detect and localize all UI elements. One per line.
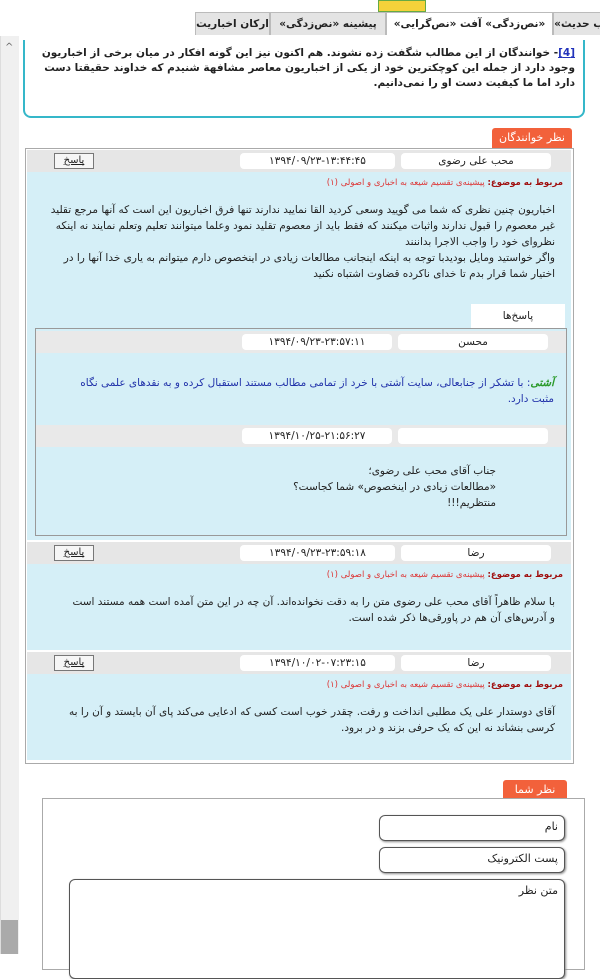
topic-link[interactable]: پیشینه‌ی تقسیم شیعه به اخباری و اصولی (۱… xyxy=(326,680,485,690)
footnote-box: [4]- خوانندگان از این مطالب شگفت زده نشو… xyxy=(23,40,585,118)
reply-line: منتظریم!!! xyxy=(447,497,496,509)
email-input[interactable]: پست الکترونیک xyxy=(379,847,565,873)
topic-label: مربوط به موضوع: xyxy=(487,178,563,188)
footnote-text: - خوانندگان از این مطالب شگفت زده نشوند.… xyxy=(41,47,575,89)
comment-name: رضا xyxy=(401,655,551,671)
comment-body: مربوط به موضوع: پیشینه‌ی تقسیم شیعه به ا… xyxy=(27,172,571,540)
topic-label: مربوط به موضوع: xyxy=(487,570,563,580)
reply-line: «مطالعات زیادی در اینخصوص» شما کجاست؟ xyxy=(293,481,496,493)
form-title: نظر شما xyxy=(503,780,567,800)
reply-button[interactable]: پاسخ xyxy=(54,545,94,561)
logo xyxy=(378,0,426,12)
scroll-thumb[interactable] xyxy=(1,920,18,954)
comment-header: رضا ۱۳۹۴/۱۰/۰۲-۰۷:۲۳:۱۵ پاسخ xyxy=(27,652,571,674)
name-input[interactable]: نام xyxy=(379,815,565,841)
author-tag: آشتی xyxy=(530,377,554,389)
paragraph: آقای دوستدار علی یک مطلبی انداخت و رفت. … xyxy=(68,706,555,734)
comment-body: مربوط به موضوع: پیشینه‌ی تقسیم شیعه به ا… xyxy=(27,674,571,760)
footnote-ref[interactable]: [4] xyxy=(558,47,575,59)
topic: مربوط به موضوع: پیشینه‌ی تقسیم شیعه به ا… xyxy=(27,570,563,580)
topic: مربوط به موضوع: پیشینه‌ی تقسیم شیعه به ا… xyxy=(27,680,563,690)
paragraph: اخباریون چنین نظری که شما می گویید وسعی … xyxy=(50,204,555,248)
scroll-arrow[interactable]: ^ xyxy=(5,42,14,53)
comment-date: ۱۳۹۴/۰۹/۲۳-۱۳:۴۴:۴۵ xyxy=(240,153,395,169)
comment-body: مربوط به موضوع: پیشینه‌ی تقسیم شیعه به ا… xyxy=(27,564,571,650)
tab[interactable]: ارکان اخباریت xyxy=(195,12,270,35)
comment-date: ۱۳۹۴/۰۹/۲۳-۲۳:۵۹:۱۸ xyxy=(240,545,395,561)
reply-date: ۱۳۹۴/۰۹/۲۳-۲۳:۵۷:۱۱ xyxy=(242,334,392,350)
message-input[interactable]: متن نظر xyxy=(69,879,565,979)
reply-button[interactable]: پاسخ xyxy=(54,655,94,671)
tab[interactable]: پیشینه «نص‌زدگی» xyxy=(270,12,386,35)
reply-text: آشتی: با تشکر از جنابعالی، سایت آشتی با … xyxy=(66,375,554,407)
paragraph: واگر خواستید ومایل بودیدبا توجه به اینکه… xyxy=(63,252,555,280)
reply-text: جناب آقای محب علی رضوی؛ «مطالعات زیادی د… xyxy=(293,463,496,511)
comment-text: با سلام ظاهراً آقای محب علی رضوی متن را … xyxy=(67,594,555,626)
reply-header: محسن ۱۳۹۴/۰۹/۲۳-۲۳:۵۷:۱۱ xyxy=(36,331,566,353)
reply-date: ۱۳۹۴/۱۰/۲۵-۲۱:۵۶:۲۷ xyxy=(242,428,392,444)
scrollbar[interactable]: ^ xyxy=(0,36,19,954)
replies-box: محسن ۱۳۹۴/۰۹/۲۳-۲۳:۵۷:۱۱ آشتی: با تشکر ا… xyxy=(35,328,567,536)
reply-message: : با تشکر از جنابعالی، سایت آشتی با خرد … xyxy=(80,377,554,405)
tab[interactable]: ب حدیث» xyxy=(553,12,600,35)
topic-link[interactable]: پیشینه‌ی تقسیم شیعه به اخباری و اصولی (۱… xyxy=(326,178,485,188)
topic-link[interactable]: پیشینه‌ی تقسیم شیعه به اخباری و اصولی (۱… xyxy=(326,570,485,580)
comment-header: محب علی رضوی ۱۳۹۴/۰۹/۲۳-۱۳:۴۴:۴۵ پاسخ xyxy=(27,150,571,172)
paragraph: با سلام ظاهراً آقای محب علی رضوی متن را … xyxy=(72,596,555,624)
reply-header: ۱۳۹۴/۱۰/۲۵-۲۱:۵۶:۲۷ xyxy=(36,425,566,447)
comment-name: رضا xyxy=(401,545,551,561)
comment-date: ۱۳۹۴/۱۰/۰۲-۰۷:۲۳:۱۵ xyxy=(240,655,395,671)
comment-form: نام پست الکترونیک متن نظر xyxy=(42,798,585,979)
topic-label: مربوط به موضوع: xyxy=(487,680,563,690)
reply-name xyxy=(398,428,548,444)
topic: مربوط به موضوع: پیشینه‌ی تقسیم شیعه به ا… xyxy=(27,178,563,188)
replies-title: پاسخ‌ها xyxy=(471,304,565,328)
comment-name: محب علی رضوی xyxy=(401,153,551,169)
tab[interactable]: «نص‌زدگی» آفت «نص‌گرایی» xyxy=(386,12,553,35)
comment-text: اخباریون چنین نظری که شما می گویید وسعی … xyxy=(45,202,555,282)
section-title: نظر خوانندگان xyxy=(492,128,572,148)
reply-line: جناب آقای محب علی رضوی؛ xyxy=(368,465,496,477)
comment-text: آقای دوستدار علی یک مطلبی انداخت و رفت. … xyxy=(67,704,555,736)
comment-header: رضا ۱۳۹۴/۰۹/۲۳-۲۳:۵۹:۱۸ پاسخ xyxy=(27,542,571,564)
reply-name: محسن xyxy=(398,334,548,350)
reply-button[interactable]: پاسخ xyxy=(54,153,94,169)
